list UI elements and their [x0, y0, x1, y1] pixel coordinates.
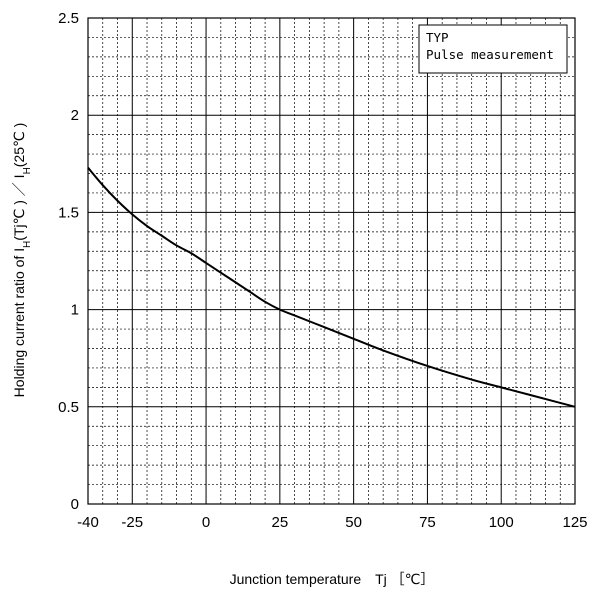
series-layer — [87, 167, 576, 408]
y-tick-labels: 0 0.5 1 1.5 2 2.5 — [58, 10, 79, 513]
series-line — [87, 167, 576, 408]
legend-line-typ: TYP — [426, 30, 449, 45]
x-tick-label: 25 — [272, 514, 289, 531]
x-tick-label: 75 — [419, 514, 436, 531]
minor-grid — [88, 18, 575, 504]
y-tick-label: 2 — [71, 107, 79, 124]
y-axis-title-part-2: (Tj℃ ) ／ I — [11, 174, 27, 240]
y-axis-title-part-3: (25℃ ) — [11, 123, 27, 168]
y-tick-label: 1 — [71, 302, 79, 319]
y-axis-title-subscript-1: H — [22, 241, 33, 248]
x-tick-label: 0 — [202, 514, 210, 531]
major-grid — [88, 18, 575, 504]
y-tick-label: 1.5 — [58, 204, 79, 221]
x-tick-label: 100 — [489, 514, 514, 531]
plot-frame — [87, 17, 576, 505]
y-tick-label: 0 — [71, 496, 79, 513]
y-axis-title: Holding current ratio of IH(Tj℃ ) ／ IH(2… — [11, 123, 33, 398]
legend: TYP Pulse measurement — [418, 24, 568, 74]
legend-box — [418, 24, 568, 74]
x-tick-label: -25 — [121, 514, 143, 531]
x-tick-label: 50 — [345, 514, 362, 531]
x-tick-labels: -40 -25 0 25 50 75 100 125 — [77, 514, 587, 531]
x-tick-label: -40 — [77, 514, 99, 531]
x-tick-label: 125 — [562, 514, 587, 531]
legend-line-pulse-measurement: Pulse measurement — [426, 47, 554, 62]
y-tick-label: 2.5 — [58, 10, 79, 27]
y-axis-title-subscript-2: H — [22, 167, 33, 174]
y-tick-label: 0.5 — [58, 399, 79, 416]
x-axis-title: Junction temperature Tj ［℃］ — [230, 571, 435, 587]
y-axis-title-part-1: Holding current ratio of I — [11, 248, 27, 397]
